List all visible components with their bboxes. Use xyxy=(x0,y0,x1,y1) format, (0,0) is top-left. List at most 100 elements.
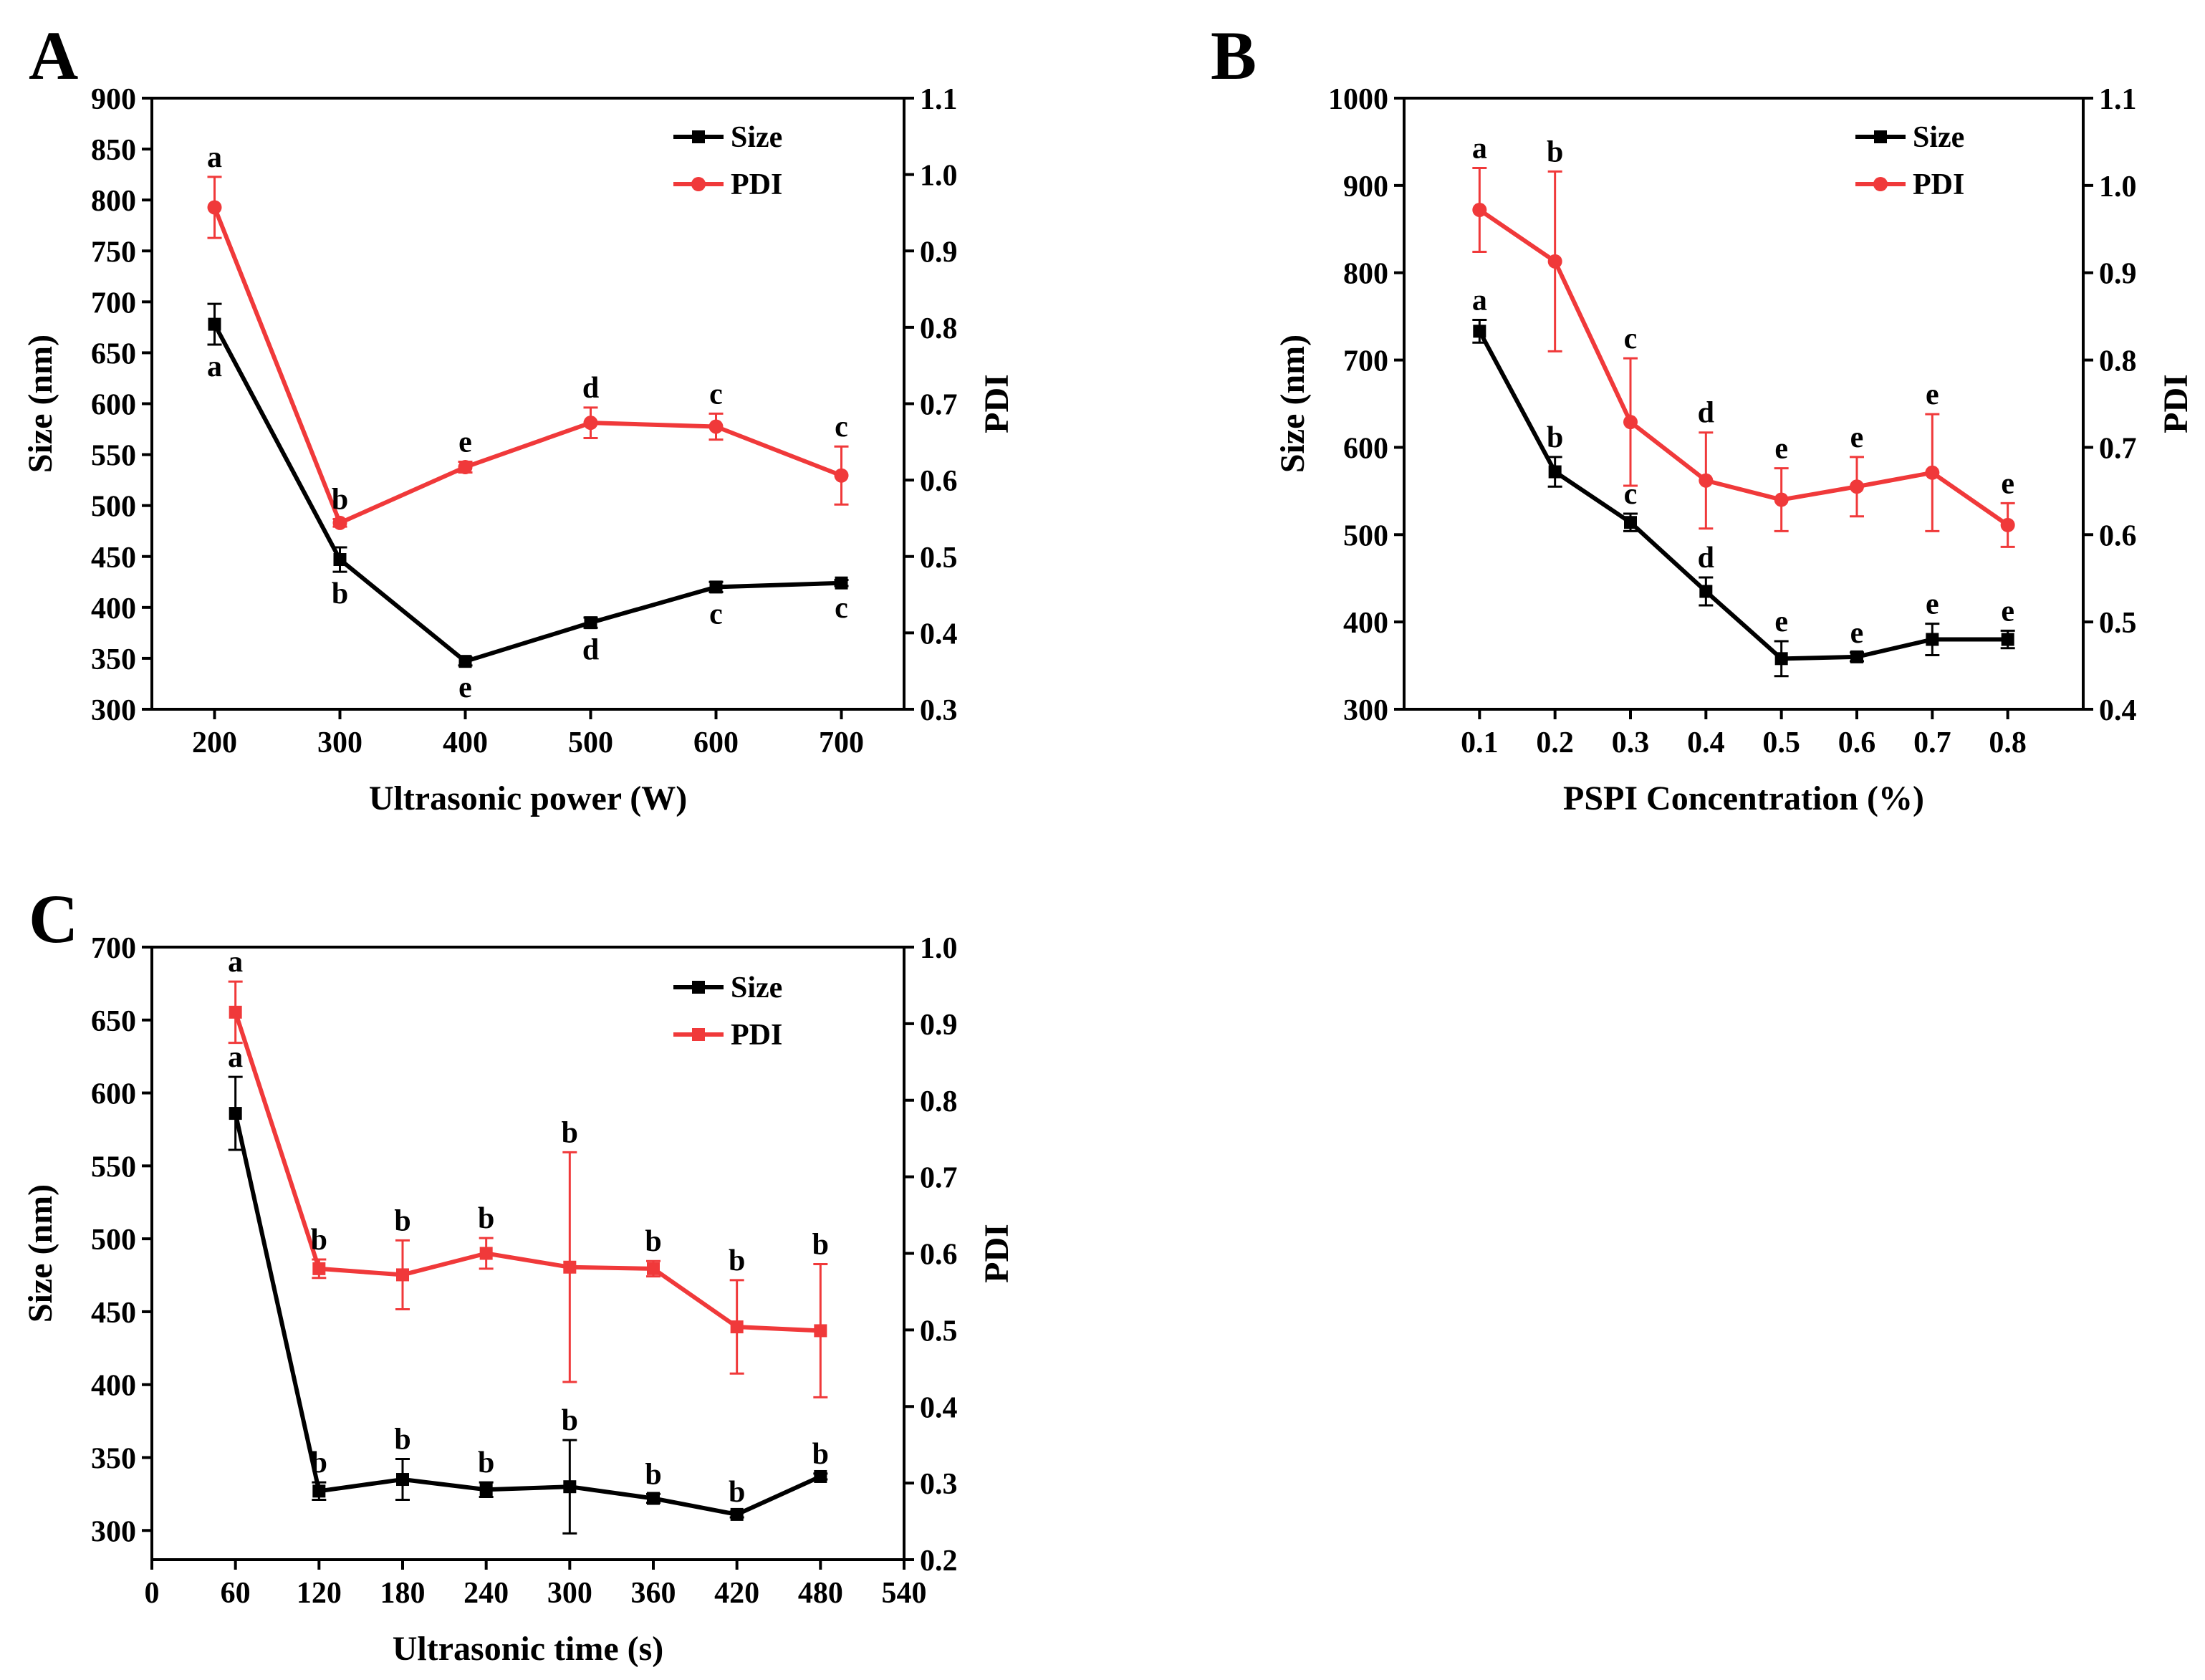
panel-b-series-pdi-sig-label: d xyxy=(1698,397,1714,430)
panel-c-series-pdi-sig-label: b xyxy=(812,1228,829,1261)
panel-a-legend-pdi: PDI xyxy=(673,168,782,201)
panel-c-series-pdi-sig-label: b xyxy=(311,1224,327,1257)
panel-a-y-tick-label: 850 xyxy=(91,134,136,167)
panel-b-series-size-sig-label: e xyxy=(1850,617,1864,650)
panel-c-series-pdi-point xyxy=(396,1268,409,1282)
panel-a-x-axis-title: Ultrasonic power (W) xyxy=(369,779,687,817)
panel-c-series-size-sig-label: b xyxy=(812,1438,829,1471)
panel-c-y-axis-title: Size (nm) xyxy=(21,1184,59,1323)
panel-c-y-tick-label: 700 xyxy=(91,932,136,965)
panel-c-x-tick-label: 360 xyxy=(631,1577,676,1610)
panel-b-y2-tick-label: 1.0 xyxy=(2099,171,2137,203)
panel-c-letter: C xyxy=(29,880,78,957)
panel-c-series-pdi-line xyxy=(233,1011,821,1333)
panel-c-y2-tick-label: 0.2 xyxy=(920,1545,958,1578)
panel-b-series-size-sig-label: e xyxy=(2001,595,2014,628)
panel-c-y2-tick-label: 0.3 xyxy=(920,1468,958,1501)
panel-c-x-tick-label: 60 xyxy=(221,1577,251,1610)
panel-c-legend-swatch-marker xyxy=(692,981,705,994)
panel-b-y-tick-label: 400 xyxy=(1343,607,1388,640)
panel-a-x-tick-label: 400 xyxy=(443,726,488,759)
panel-c-legend-size: Size xyxy=(673,971,782,1004)
panel-a-series-size-point xyxy=(709,580,723,594)
panel-a-legend-size: Size xyxy=(673,121,782,154)
panel-a-y2-tick-label: 1.1 xyxy=(920,83,958,116)
panel-b-legend-label: PDI xyxy=(1913,168,1964,201)
panel-c-series-size-point xyxy=(730,1507,744,1521)
panel-c-legend-label: Size xyxy=(731,971,782,1004)
panel-a-x-tick-label: 300 xyxy=(317,726,362,759)
panel-c-series-size-line xyxy=(233,1113,822,1517)
panel-a-series-size-point xyxy=(458,655,472,668)
panel-c-y-tick-label: 650 xyxy=(91,1005,136,1038)
panel-c-y-tick-label: 350 xyxy=(91,1443,136,1476)
panel-a-series-size-sig-label: c xyxy=(709,598,723,631)
panel-b-series-pdi-point xyxy=(1699,473,1714,488)
panel-a-series-pdi-point xyxy=(708,419,724,434)
panel-c-series-size-sig-label: b xyxy=(311,1446,327,1479)
panel-a-y2-tick-label: 0.9 xyxy=(920,236,958,269)
panel-a-series-size-point xyxy=(584,616,597,630)
panel-b-series-size-point xyxy=(1926,633,1939,646)
panel-c-series-pdi-point xyxy=(730,1320,744,1334)
panel-b-x-tick-label: 0.7 xyxy=(1913,726,1951,759)
panel-b-y2-tick-label: 0.4 xyxy=(2099,694,2137,727)
panel-c-y2-tick-label: 0.7 xyxy=(920,1162,958,1195)
panel-a-x-tick-label: 500 xyxy=(568,726,613,759)
panel-b-series-size-point xyxy=(1548,465,1562,479)
panel-a-y-tick-label: 750 xyxy=(91,236,136,269)
panel-b-legend-size: Size xyxy=(1855,121,1964,154)
panel-b-y-tick-label: 300 xyxy=(1343,694,1388,727)
panel-b-series-size-sig-label: d xyxy=(1698,542,1714,575)
panel-c-x-tick-label: 180 xyxy=(380,1577,426,1610)
panel-a-y-tick-label: 450 xyxy=(91,542,136,575)
panel-a-series-pdi-sig-label: b xyxy=(332,484,348,517)
panel-b-series-pdi-sig-label: a xyxy=(1472,132,1487,165)
panel-b-series-pdi-point xyxy=(1472,202,1487,217)
panel-a-series-pdi-point xyxy=(458,459,473,474)
panel-c-series-size-point xyxy=(229,1107,242,1120)
panel-c-x-tick-label: 480 xyxy=(798,1577,843,1610)
panel-a-series-pdi-sig-label: a xyxy=(207,141,222,174)
panel-b-x-tick-label: 0.2 xyxy=(1536,726,1574,759)
panel-c-x-tick-label: 540 xyxy=(882,1577,927,1610)
panel-b-series-pdi-sig-label: b xyxy=(1547,135,1563,168)
panel-c-y-tick-label: 550 xyxy=(91,1151,136,1184)
panel-c-y2-tick-label: 0.9 xyxy=(920,1009,958,1042)
panel-a-y2-tick-label: 0.3 xyxy=(920,694,958,727)
panel-b-y2-tick-label: 0.8 xyxy=(2099,345,2137,378)
panel-a-y-tick-label: 500 xyxy=(91,491,136,524)
panel-a-x-tick-label: 700 xyxy=(819,726,864,759)
panel-b-series-size-point xyxy=(1699,585,1713,598)
panel-a-series-size-point xyxy=(835,576,848,590)
panel-c-series-pdi-point xyxy=(229,1005,242,1019)
panel-b-x-axis-title: PSPI Concentration (%) xyxy=(1563,779,1924,817)
panel-c-series-pdi-sig-label: b xyxy=(478,1202,494,1235)
panel-b-y-tick-label: 900 xyxy=(1343,171,1388,203)
panel-a-x-tick-label: 600 xyxy=(693,726,739,759)
panel-a-series-pdi-line xyxy=(212,206,842,525)
panel-c-series-size: a b b b b b b b xyxy=(228,1041,829,1535)
panel-c-series-size-sig-label: a xyxy=(228,1041,243,1074)
panel-b-series-size-sig-label: a xyxy=(1472,284,1487,317)
panel-c-x-axis-title: Ultrasonic time (s) xyxy=(393,1630,664,1668)
panel-b-y2-tick-label: 0.5 xyxy=(2099,607,2137,640)
panel-c-series-pdi-sig-label: b xyxy=(394,1204,410,1237)
panel-c-x-tick-label: 420 xyxy=(714,1577,759,1610)
panel-c-x-tick-label: 0 xyxy=(145,1577,160,1610)
panel-b-series-size-sig-label: b xyxy=(1547,421,1563,454)
panel-c-series-pdi-point xyxy=(647,1262,660,1275)
panel-b-series-pdi-point xyxy=(1850,479,1864,494)
panel-c-legend-swatch-marker xyxy=(692,1028,705,1041)
panel-a-series-size-point xyxy=(208,317,221,331)
panel-b-y-tick-label: 700 xyxy=(1343,345,1388,378)
panel-b-plot-frame xyxy=(1403,97,2085,711)
panel-b-series-size-point xyxy=(2001,633,2014,646)
panel-b-y2-tick-label: 1.1 xyxy=(2099,83,2137,116)
panel-c-y2-tick-label: 0.5 xyxy=(920,1315,958,1348)
panel-c-series-size-sig-label: b xyxy=(645,1458,661,1491)
panel-a-y-tick-label: 650 xyxy=(91,337,136,370)
panel-c-y-tick-label: 450 xyxy=(91,1297,136,1330)
panel-a-series-size-point xyxy=(333,553,347,567)
